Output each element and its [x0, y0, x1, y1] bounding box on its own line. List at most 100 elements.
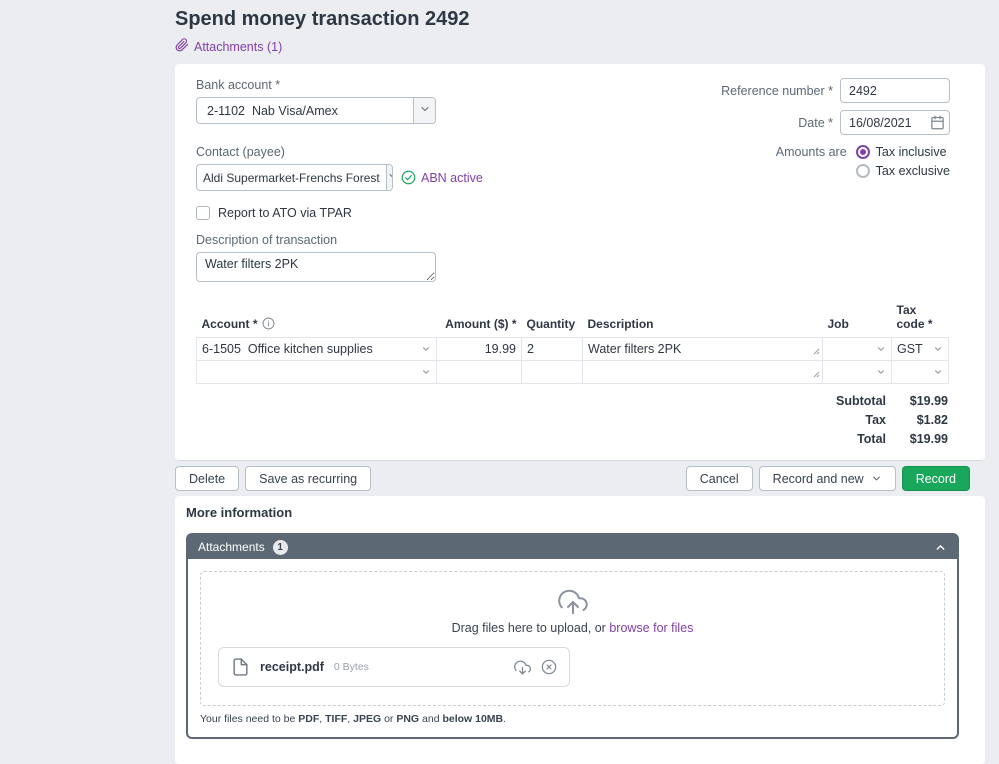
- record-button[interactable]: Record: [901, 466, 970, 491]
- record-and-new-button[interactable]: Record and new: [758, 466, 896, 491]
- chevron-up-icon[interactable]: [934, 541, 947, 554]
- attachments-panel: Attachments 1 Drag files here to upload,…: [186, 533, 959, 739]
- contact-field: Contact (payee) Aldi Supermarket-Frenchs…: [196, 145, 483, 191]
- totals-section: Subtotal $19.99 Tax $1.82 Total $19.99: [196, 394, 948, 446]
- chevron-down-icon: [387, 170, 392, 185]
- chevron-down-icon[interactable]: [933, 344, 943, 354]
- file-icon: [231, 656, 250, 678]
- contact-dropdown-button[interactable]: [385, 165, 392, 190]
- table-row: [196, 360, 949, 384]
- tpar-label: Report to ATO via TPAR: [218, 206, 352, 220]
- file-requirements-text: Your files need to be PDF, TIFF, JPEG or…: [200, 713, 507, 725]
- date-input[interactable]: [840, 110, 950, 135]
- abn-status-link[interactable]: ABN active: [401, 170, 483, 185]
- description-field: Description of transaction Water filters…: [196, 233, 950, 285]
- reference-number-input[interactable]: [840, 78, 950, 103]
- tax-code-cell[interactable]: [891, 360, 949, 384]
- delete-button[interactable]: Delete: [175, 466, 240, 491]
- bank-account-dropdown-button[interactable]: [413, 98, 435, 123]
- browse-for-files-link[interactable]: browse for files: [609, 621, 694, 635]
- resize-handle-icon[interactable]: [813, 344, 820, 358]
- transaction-form-card: Bank account * 2-1102 Nab Visa/Amex Refe…: [175, 64, 985, 461]
- reference-number-field: Reference number *: [721, 78, 950, 103]
- attachments-panel-body: Drag files here to upload, or browse for…: [188, 559, 957, 737]
- date-label: Date *: [798, 115, 833, 130]
- file-dropzone[interactable]: Drag files here to upload, or browse for…: [200, 571, 945, 706]
- resize-handle-icon[interactable]: [813, 367, 820, 381]
- bank-account-label: Bank account *: [196, 78, 281, 92]
- chevron-down-icon[interactable]: [421, 367, 431, 377]
- table-row: 6-1505 Office kitchen supplies 19.99 2 W…: [196, 337, 949, 361]
- page-content: Spend money transaction 2492 Attachments…: [175, 8, 985, 461]
- subtotal-value: $19.99: [909, 394, 948, 408]
- total-value: $19.99: [909, 432, 948, 446]
- amount-cell[interactable]: 19.99: [436, 337, 522, 361]
- total-row: Total $19.99: [857, 432, 948, 446]
- dropzone-text: Drag files here to upload, or browse for…: [451, 621, 694, 635]
- attachments-count-badge: 1: [272, 539, 288, 555]
- amounts-are-label: Amounts are: [775, 145, 847, 159]
- more-information-card: More information Attachments 1 Drag file…: [175, 496, 985, 764]
- attached-file-card[interactable]: receipt.pdf 0 Bytes: [218, 647, 570, 687]
- attachments-link-label: Attachments (1): [194, 39, 283, 54]
- description-cell[interactable]: [582, 360, 823, 384]
- radio-selected-icon: [855, 145, 870, 159]
- chevron-down-icon[interactable]: [421, 344, 431, 354]
- chevron-down-icon[interactable]: [876, 367, 886, 377]
- description-label: Description of transaction: [196, 233, 338, 247]
- quantity-column-header: Quantity: [526, 317, 576, 331]
- chevron-down-icon[interactable]: [933, 367, 943, 377]
- paperclip-icon: [175, 38, 189, 55]
- action-bar: Delete Save as recurring Cancel Record a…: [175, 461, 970, 496]
- chevron-down-icon: [419, 103, 431, 118]
- date-field: Date *: [798, 110, 950, 135]
- info-icon[interactable]: [262, 317, 275, 330]
- tax-value: $1.82: [916, 413, 948, 427]
- description-cell[interactable]: Water filters 2PK: [582, 337, 823, 361]
- amount-column-header: Amount ($) *: [445, 317, 517, 331]
- download-file-icon[interactable]: [514, 659, 531, 676]
- tax-inclusive-radio[interactable]: Tax inclusive: [855, 145, 950, 159]
- subtotal-row: Subtotal $19.99: [836, 394, 948, 408]
- bank-account-select[interactable]: 2-1102 Nab Visa/Amex: [196, 97, 436, 124]
- check-circle-icon: [401, 170, 416, 185]
- line-items-table: Account * Amount ($) * Quantity Descript…: [196, 303, 949, 384]
- reference-number-label: Reference number *: [721, 83, 833, 98]
- tpar-checkbox[interactable]: [196, 206, 210, 220]
- tax-exclusive-label: Tax exclusive: [875, 164, 950, 178]
- tpar-checkbox-row[interactable]: Report to ATO via TPAR: [196, 206, 950, 220]
- tax-code-cell[interactable]: GST: [891, 337, 949, 361]
- radio-unselected-icon: [855, 164, 870, 178]
- quantity-cell[interactable]: 2: [521, 337, 583, 361]
- amounts-are-group: Amounts are Tax inclusive Tax exclusive: [776, 145, 950, 191]
- remove-file-icon[interactable]: [541, 659, 557, 675]
- attachments-panel-header[interactable]: Attachments 1: [188, 535, 957, 559]
- tax-row: Tax $1.82: [865, 413, 948, 427]
- upload-cloud-icon: [557, 587, 588, 620]
- chevron-down-icon[interactable]: [876, 344, 886, 354]
- contact-label: Contact (payee): [196, 145, 285, 159]
- cancel-button[interactable]: Cancel: [685, 466, 753, 491]
- job-cell[interactable]: [822, 337, 892, 361]
- job-cell[interactable]: [822, 360, 892, 384]
- attachments-panel-title: Attachments: [198, 540, 265, 554]
- save-as-recurring-button[interactable]: Save as recurring: [245, 466, 372, 491]
- quantity-cell[interactable]: [521, 360, 583, 384]
- account-cell[interactable]: 6-1505 Office kitchen supplies: [196, 337, 437, 361]
- abn-status-label: ABN active: [421, 170, 483, 185]
- description-textarea[interactable]: Water filters 2PK: [196, 252, 436, 282]
- account-column-header: Account *: [197, 303, 437, 338]
- bank-account-field: Bank account * 2-1102 Nab Visa/Amex: [196, 78, 436, 135]
- contact-select[interactable]: Aldi Supermarket-Frenchs Forest: [196, 164, 393, 191]
- account-cell[interactable]: [196, 360, 437, 384]
- contact-value: Aldi Supermarket-Frenchs Forest: [203, 170, 380, 185]
- job-column-header: Job: [827, 317, 849, 331]
- chevron-down-icon: [871, 473, 882, 484]
- attachments-link[interactable]: Attachments (1): [175, 38, 282, 55]
- bank-account-value: 2-1102 Nab Visa/Amex: [207, 103, 338, 118]
- tax-code-column-header: Tax code *: [896, 303, 933, 331]
- tax-exclusive-radio[interactable]: Tax exclusive: [855, 164, 950, 178]
- amount-cell[interactable]: [436, 360, 522, 384]
- description-column-header: Description: [587, 317, 654, 331]
- tax-inclusive-label: Tax inclusive: [875, 145, 947, 159]
